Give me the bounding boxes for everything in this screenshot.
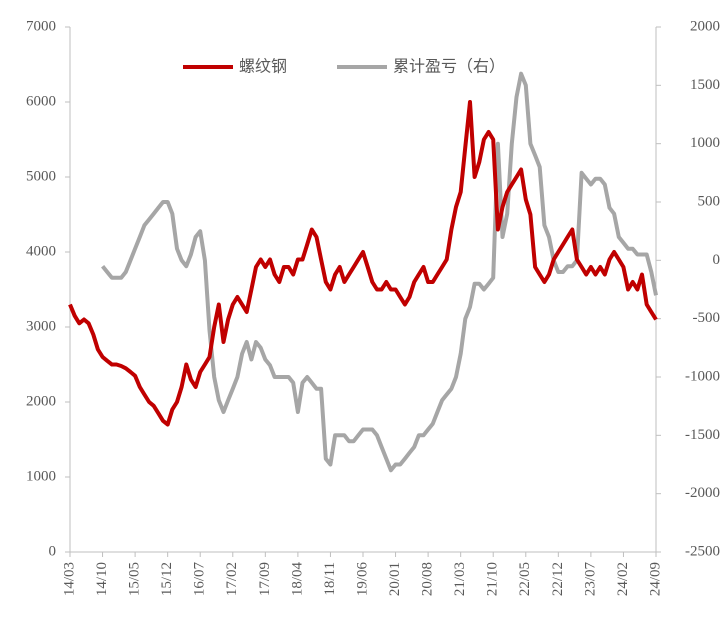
x-tick-label: 19/06 [354, 562, 370, 597]
y2-tick-label: -2000 [685, 485, 720, 501]
y2-tick-label: 1500 [690, 77, 720, 93]
x-tick-label: 14/10 [94, 562, 110, 596]
y2-tick-label: -1000 [685, 368, 720, 384]
y2-tick-label: -500 [693, 310, 721, 326]
y-tick-label: 6000 [26, 93, 56, 109]
x-tick-label: 15/05 [127, 562, 143, 596]
x-tick-label: 20/08 [420, 562, 436, 596]
x-tick-label: 14/03 [61, 562, 77, 596]
x-tick-label: 24/02 [615, 562, 631, 596]
x-tick-label: 20/01 [387, 562, 403, 596]
x-tick-label: 21/10 [485, 562, 501, 596]
y-tick-label: 4000 [26, 243, 56, 259]
y2-tick-label: 2000 [690, 18, 720, 34]
y2-tick-label: 1000 [690, 135, 720, 151]
legend-text: 螺纹钢 [239, 57, 287, 76]
y-tick-label: 5000 [26, 168, 56, 184]
y-tick-label: 2000 [26, 393, 56, 409]
x-tick-label: 17/09 [257, 562, 273, 596]
x-tick-label: 21/03 [452, 562, 468, 596]
x-tick-label: 16/07 [192, 562, 208, 597]
y2-tick-label: 500 [698, 193, 721, 209]
series-line [68, 100, 658, 427]
x-tick-label: 17/02 [224, 562, 240, 596]
x-tick-label: 15/12 [159, 562, 175, 596]
series-line [101, 71, 658, 473]
y2-tick-label: -1500 [685, 427, 720, 443]
y-tick-label: 3000 [26, 318, 56, 334]
y-tick-label: 7000 [26, 18, 56, 34]
y2-tick-label: -2500 [685, 543, 720, 559]
x-tick-label: 24/09 [647, 562, 663, 596]
x-tick-label: 18/04 [289, 562, 305, 597]
x-tick-label: 22/12 [550, 562, 566, 596]
y-tick-label: 1000 [26, 468, 56, 484]
x-tick-label: 23/07 [582, 562, 598, 597]
y-tick-label: 0 [49, 543, 57, 559]
x-tick-label: 22/05 [517, 562, 533, 596]
legend-text: 累计盈亏（右） [393, 57, 505, 76]
x-tick-label: 18/11 [322, 562, 338, 596]
y2-tick-label: 0 [713, 252, 721, 268]
